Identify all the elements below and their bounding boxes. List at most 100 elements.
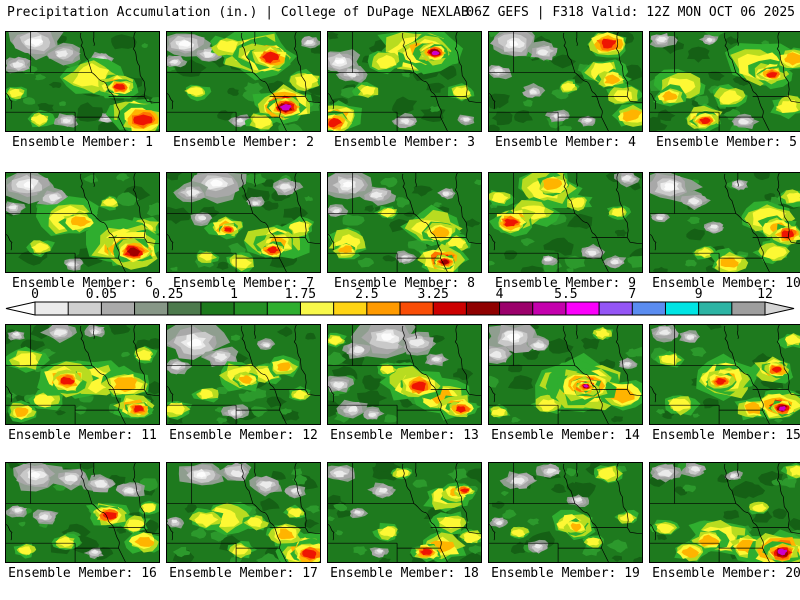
ensemble-member-label: Ensemble Member: 15 (652, 428, 800, 443)
precip-map-member-6 (5, 172, 160, 273)
ensemble-member-label: Ensemble Member: 2 (173, 135, 314, 150)
ensemble-panel-5: Ensemble Member: 5 (649, 31, 800, 150)
ensemble-panel-2: Ensemble Member: 2 (166, 31, 321, 150)
colorbar-segment (466, 302, 500, 315)
ensemble-panel-6: Ensemble Member: 6 (5, 172, 160, 291)
colorbar-segment (68, 302, 102, 315)
colorbar-segment (134, 302, 168, 315)
ensemble-panel-4: Ensemble Member: 4 (488, 31, 643, 150)
precip-map-member-2 (166, 31, 321, 132)
ensemble-panel-10: Ensemble Member: 10 (649, 172, 800, 291)
colorbar-tick-label: 1 (230, 287, 238, 302)
precip-map-member-10 (649, 172, 800, 273)
colorbar-segment (267, 302, 301, 315)
ensemble-panel-11: Ensemble Member: 11 (5, 324, 160, 443)
colorbar-segment (234, 302, 268, 315)
ensemble-member-label: Ensemble Member: 6 (12, 276, 153, 291)
precip-map-member-11 (5, 324, 160, 425)
colorbar-tick-label: 0.05 (86, 287, 117, 302)
ensemble-member-label: Ensemble Member: 17 (169, 566, 318, 581)
precip-map-member-13 (327, 324, 482, 425)
colorbar-segment (665, 302, 699, 315)
colorbar-segment (433, 302, 467, 315)
colorbar-left-arrow (5, 301, 36, 316)
colorbar-tick-label: 9 (695, 287, 703, 302)
ensemble-member-label: Ensemble Member: 11 (8, 428, 157, 443)
precip-map-member-17 (166, 462, 321, 563)
ensemble-member-label: Ensemble Member: 4 (495, 135, 636, 150)
model-run-valid-time: 06Z GEFS | F318 Valid: 12Z MON OCT 06 20… (466, 5, 795, 20)
colorbar-segment (400, 302, 434, 315)
precip-map-member-9 (488, 172, 643, 273)
colorbar-segment (632, 302, 666, 315)
ensemble-panel-18: Ensemble Member: 18 (327, 462, 482, 581)
ensemble-panel-13: Ensemble Member: 13 (327, 324, 482, 443)
colorbar-tick-label: 5.5 (554, 287, 577, 302)
precip-map-member-1 (5, 31, 160, 132)
precip-map-member-18 (327, 462, 482, 563)
panel-row-2: Ensemble Member: 6 Ensemble Member: 7 Ense… (5, 172, 800, 291)
ensemble-member-label: Ensemble Member: 7 (173, 276, 314, 291)
ensemble-panel-12: Ensemble Member: 12 (166, 324, 321, 443)
precip-map-member-12 (166, 324, 321, 425)
precip-map-member-3 (327, 31, 482, 132)
precip-map-member-5 (649, 31, 800, 132)
ensemble-member-label: Ensemble Member: 13 (330, 428, 479, 443)
precip-map-member-8 (327, 172, 482, 273)
ensemble-panel-15: Ensemble Member: 15 (649, 324, 800, 443)
ensemble-panel-8: Ensemble Member: 8 (327, 172, 482, 291)
colorbar-tick-label: 12 (757, 287, 773, 302)
colorbar-right-arrow (764, 301, 795, 316)
panel-row-4: Ensemble Member: 16 Ensemble Member: 17 En… (5, 462, 800, 581)
precip-map-member-14 (488, 324, 643, 425)
ensemble-member-label: Ensemble Member: 3 (334, 135, 475, 150)
ensemble-panel-1: Ensemble Member: 1 (5, 31, 160, 150)
colorbar-segment (167, 302, 201, 315)
product-title: Precipitation Accumulation (in.) | Colle… (7, 5, 469, 20)
ensemble-member-label: Ensemble Member: 16 (8, 566, 157, 581)
colorbar-tick-label: 1.75 (285, 287, 316, 302)
ensemble-panel-3: Ensemble Member: 3 (327, 31, 482, 150)
colorbar-segment (599, 302, 633, 315)
colorbar-segment (200, 302, 235, 315)
precip-map-member-15 (649, 324, 800, 425)
panel-row-1: Ensemble Member: 1 Ensemble Member: 2 Ense… (5, 31, 800, 150)
colorbar-segment (366, 302, 400, 315)
colorbar-tick-label: 2.5 (355, 287, 378, 302)
ensemble-panel-20: Ensemble Member: 20 (649, 462, 800, 581)
colorbar-tick-label: 3.25 (418, 287, 449, 302)
colorbar-segment (333, 302, 367, 315)
ensemble-member-label: Ensemble Member: 14 (491, 428, 640, 443)
precip-map-member-4 (488, 31, 643, 132)
ensemble-panel-9: Ensemble Member: 9 (488, 172, 643, 291)
ensemble-panel-19: Ensemble Member: 19 (488, 462, 643, 581)
ensemble-member-label: Ensemble Member: 12 (169, 428, 318, 443)
ensemble-member-label: Ensemble Member: 9 (495, 276, 636, 291)
ensemble-panel-7: Ensemble Member: 7 (166, 172, 321, 291)
colorbar-tick-label: 7 (628, 287, 636, 302)
precip-map-member-19 (488, 462, 643, 563)
ensemble-member-label: Ensemble Member: 5 (656, 135, 797, 150)
ensemble-member-label: Ensemble Member: 8 (334, 276, 475, 291)
colorbar-segment (101, 302, 135, 315)
ensemble-member-label: Ensemble Member: 1 (12, 135, 153, 150)
precip-map-member-20 (649, 462, 800, 563)
precip-map-member-16 (5, 462, 160, 563)
colorbar-segment (35, 302, 69, 315)
ensemble-member-label: Ensemble Member: 19 (491, 566, 640, 581)
colorbar-segment (698, 302, 732, 315)
colorbar-segment (731, 302, 765, 315)
ensemble-panel-16: Ensemble Member: 16 (5, 462, 160, 581)
ensemble-panel-14: Ensemble Member: 14 (488, 324, 643, 443)
colorbar-segment (532, 302, 566, 315)
colorbar-segment (499, 302, 533, 315)
colorbar-segment (300, 302, 334, 315)
colorbar-tick-label: 0 (31, 287, 39, 302)
colorbar-tick-label: 0.25 (152, 287, 183, 302)
precip-map-member-7 (166, 172, 321, 273)
ensemble-member-label: Ensemble Member: 18 (330, 566, 479, 581)
ensemble-member-label: Ensemble Member: 10 (652, 276, 800, 291)
precip-colorbar-legend: 0 0.05 0.25 1 1.75 2.5 3.25 4 5.5 7 9 12 (5, 287, 795, 316)
colorbar-tick-label: 4 (496, 287, 504, 302)
colorbar-segment (565, 302, 600, 315)
